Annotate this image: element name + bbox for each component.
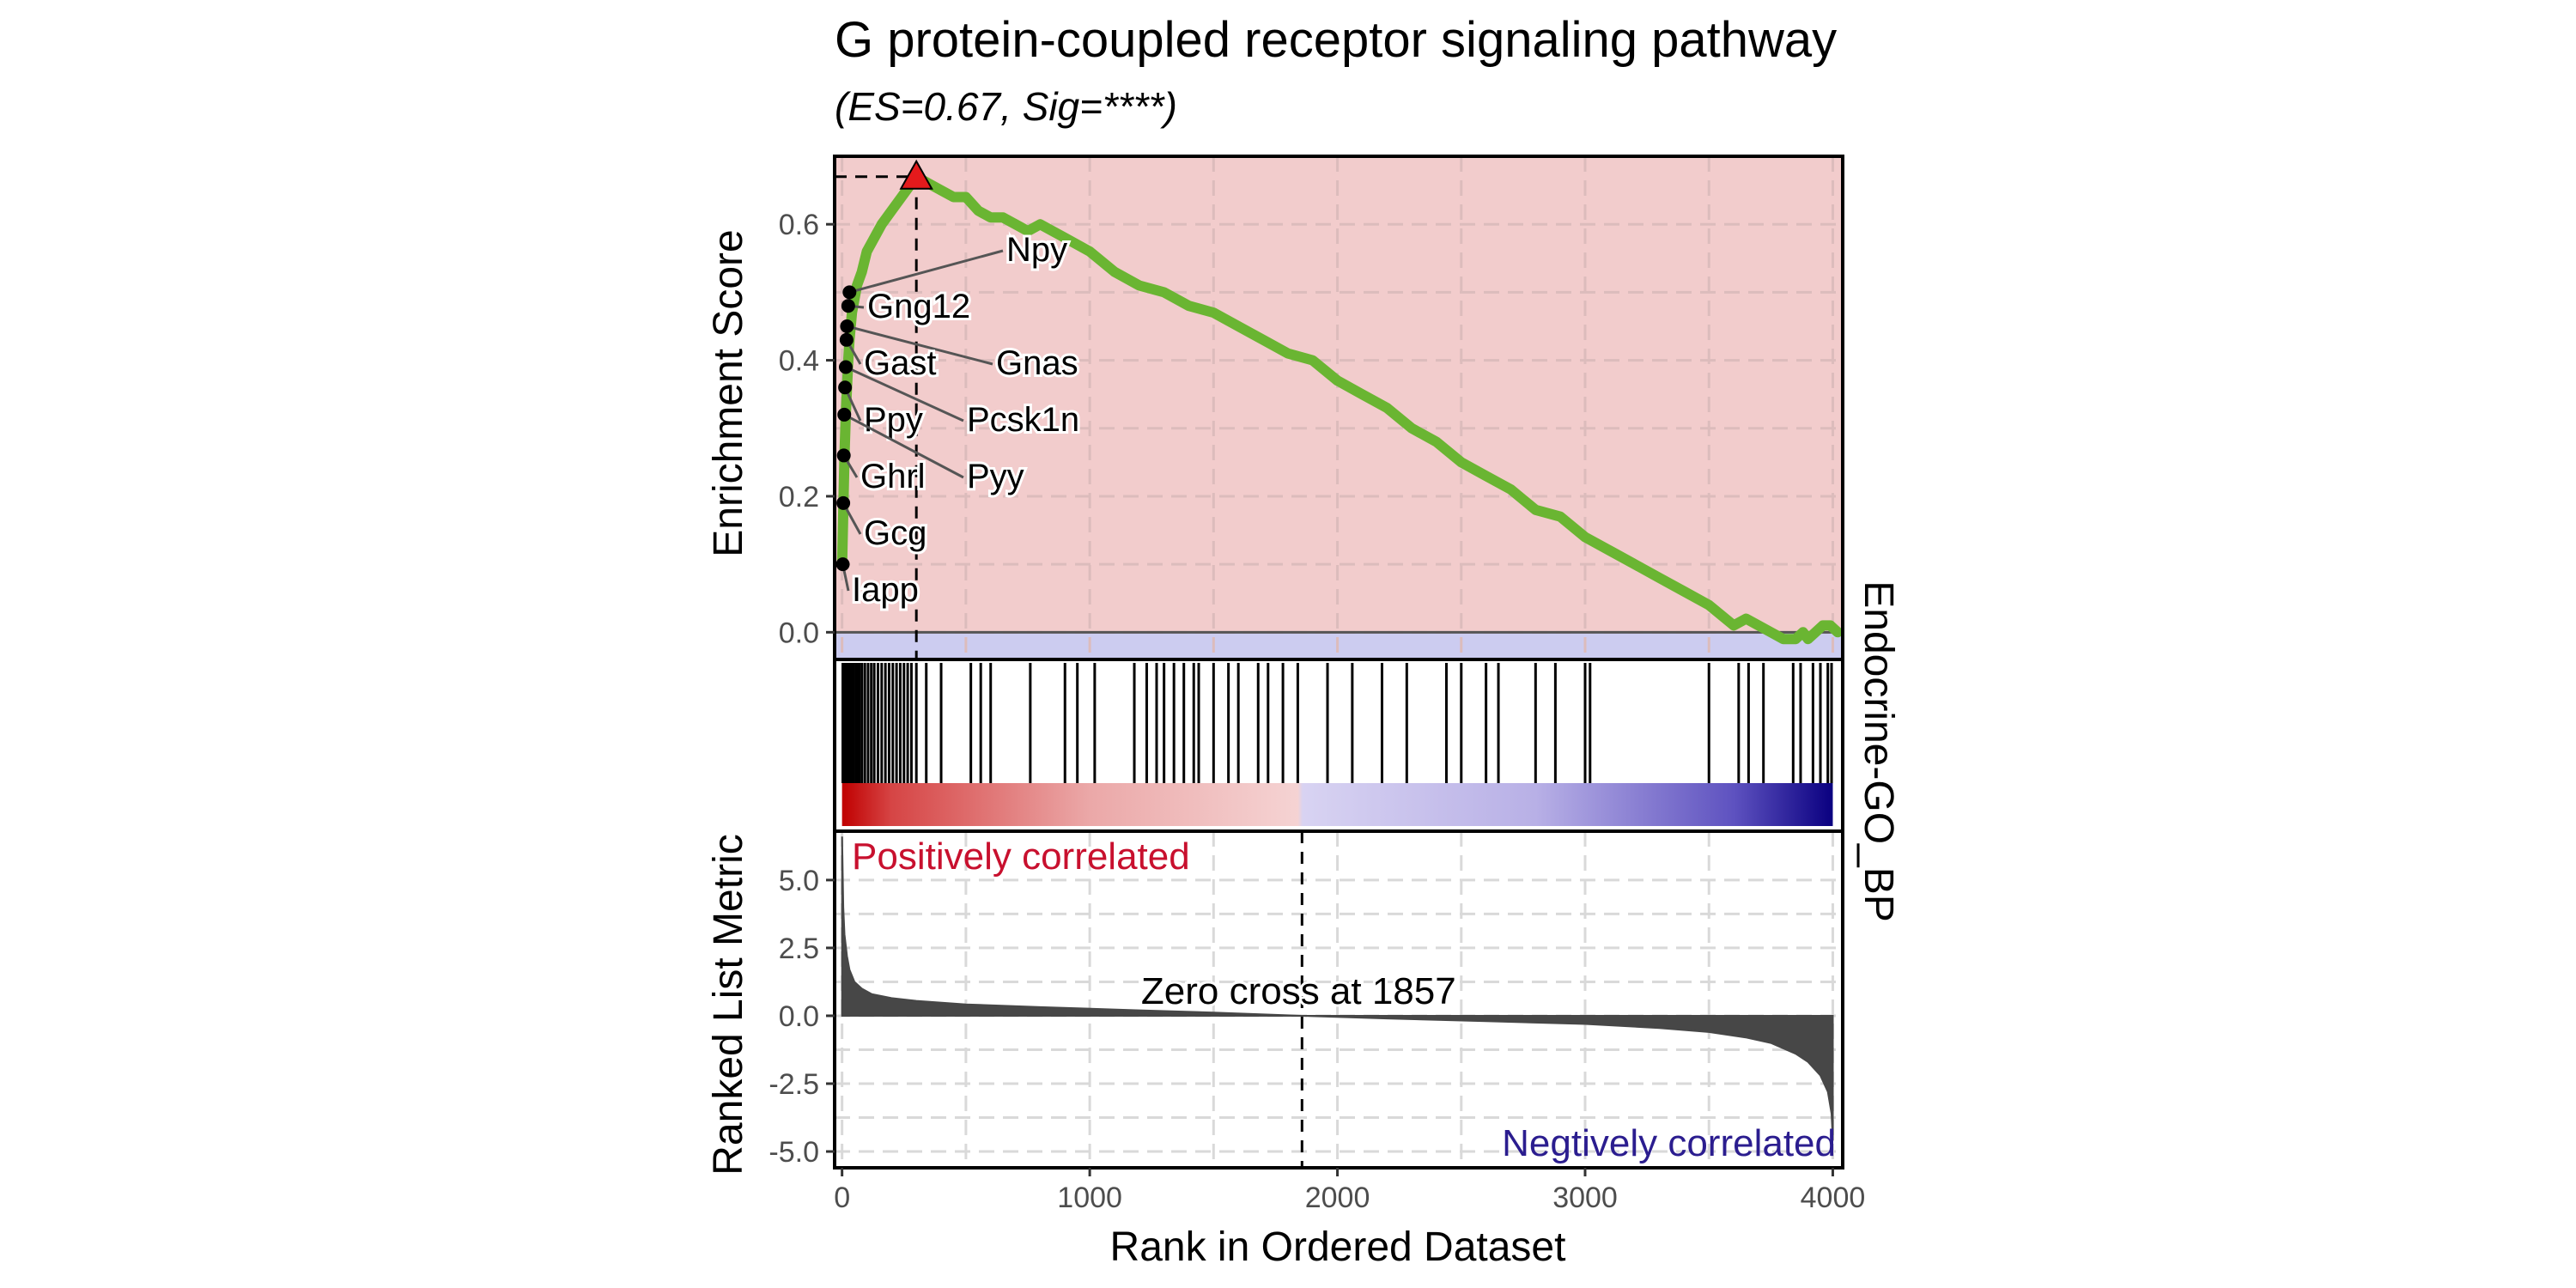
negatively-correlated-label: Negtively correlated [1502,1122,1836,1164]
gene-leader-pcsk1n [845,366,964,422]
ranked-metric-axis-title: Ranked List Metric [706,834,751,1175]
gene-label-gcg: Gcg [864,514,927,552]
es-ytick-label-2: 0.4 [779,345,819,378]
gene-point-gng12 [841,299,855,313]
gene-label-gng12: Gng12 [867,288,970,325]
metric-ytick-label-1: -2.5 [769,1068,819,1101]
x-tick-label-0: 0 [834,1182,850,1214]
gene-label-gnas: Gnas [996,344,1078,382]
enrichment-score-axis-title: Enrichment Score [706,229,751,557]
x-axis: 0 1000 2000 3000 4000 [834,1168,1865,1214]
positively-correlated-label: Positively correlated [852,835,1190,878]
gene-label-ghrl: Ghrl [860,458,926,495]
enrichment-score-panel: Npy Gng12 Gnas Gast Pcsk1n Ppy Pyy Ghrl Gcg Iapp 0… [779,155,1844,661]
rank-color-bar [841,783,1833,826]
chart-subtitle: (ES=0.67, Sig=****) [835,84,1177,129]
gene-point-ghrl [836,448,851,463]
chart-title: G protein-coupled receptor signaling pat… [835,12,1837,68]
peak-marker [899,159,933,190]
zero-cross-label: Zero cross at 1857 [1141,970,1456,1012]
metric-ytick-label-0: -5.0 [769,1136,819,1169]
gene-label-pcsk1n: Pcsk1n [967,401,1079,439]
gene-point-gast [839,332,854,347]
es-ytick-label-3: 0.6 [779,209,819,241]
es-ytick-label-1: 0.2 [779,481,819,513]
metric-ytick-label-4: 5.0 [779,865,819,897]
gene-leader-pyy [843,413,964,479]
ranked-metric-area [841,836,1834,1141]
x-tick-label-1: 1000 [1057,1182,1122,1214]
gene-hit-panel [833,658,1844,833]
metric-ytick-label-3: 2.5 [779,933,819,965]
gene-label-npy: Npy [1006,231,1067,269]
gene-point-ppy [838,380,853,395]
gene-point-iapp [835,557,850,572]
x-tick-label-2: 2000 [1305,1182,1370,1214]
x-tick-label-4: 4000 [1801,1182,1866,1214]
gene-point-npy [842,285,857,300]
gene-point-gnas [840,319,854,333]
gene-point-pyy [837,407,852,422]
gene-label-pyy: Pyy [967,458,1024,495]
gene-label-iapp: Iapp [852,571,919,609]
running-enrichment-score-line [836,171,1844,645]
gene-leader-npy [848,249,1004,294]
es-ytick-label-0: 0.0 [779,617,819,649]
gene-point-gcg [836,495,851,510]
metric-ytick-label-2: 0.0 [779,1000,819,1033]
x-axis-title: Rank in Ordered Dataset [1110,1224,1566,1270]
gene-point-pcsk1n [838,360,853,374]
x-tick-label-3: 3000 [1552,1182,1618,1214]
positive-region [835,156,1843,633]
gene-label-ppy: Ppy [864,401,923,439]
gene-label-gast: Gast [864,344,936,382]
facet-strip-label: Endocrine-GO_BP [1856,580,1901,922]
ranked-metric-panel: Zero cross at 1857 Positively correlated N… [769,829,1844,1170]
gene-leader-gnas [847,325,993,366]
